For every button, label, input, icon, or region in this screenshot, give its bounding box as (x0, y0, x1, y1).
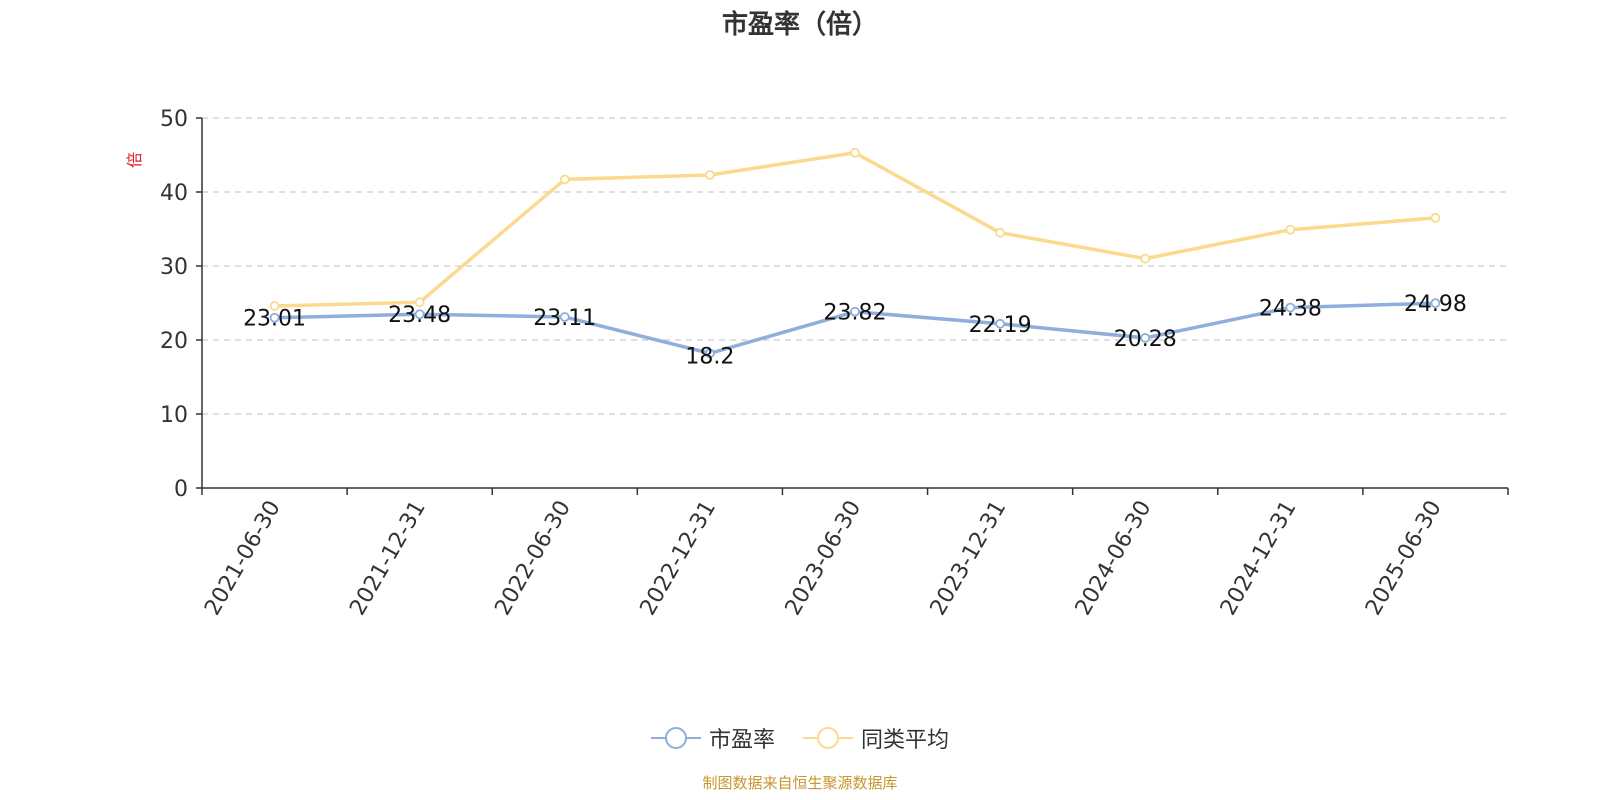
x-tick-label-2023-12-31: 2023-12-31 (926, 497, 1012, 620)
series-0-point-8 (1430, 298, 1441, 309)
series-1-point-3 (704, 170, 715, 180)
data-label-8: 24.98 (1404, 292, 1467, 317)
y-tick-label-30: 30 (160, 255, 188, 280)
series-0-point-5 (995, 318, 1006, 329)
series-1-point-6 (1140, 253, 1151, 264)
series-1-point-1 (414, 297, 425, 308)
series-0-point-2 (559, 312, 570, 322)
chart-title: 市盈率（倍） (721, 10, 878, 40)
series-0-point-0 (269, 312, 280, 323)
x-tick-label-2022-12-31: 2022-12-31 (636, 497, 722, 620)
x-tick-label-2022-06-30: 2022-06-30 (490, 497, 576, 620)
series-0-point-7 (1285, 302, 1296, 313)
data-labels: 23.01 23.48 23.11 18.2 23.82 22.19 20.28 24.38 2… (243, 292, 1467, 369)
y-axis-title: 倍 (125, 152, 144, 168)
axes: 0 10 20 30 40 50 倍 2021-06-30 2021-12-31 2022-06-… (125, 107, 1509, 620)
data-source-note: 制图数据来自恒生聚源数据库 (702, 774, 898, 792)
x-tick-label-2024-06-30: 2024-06-30 (1071, 497, 1157, 620)
series-0-point-3 (704, 348, 715, 359)
series-1-point-4 (850, 147, 860, 158)
data-label-1: 23.48 (388, 303, 451, 328)
series-lines (269, 147, 1441, 359)
legend-label-peer-average: 同类平均 (861, 728, 950, 753)
data-label-5: 22.19 (969, 313, 1032, 338)
series-1-point-5 (995, 227, 1006, 238)
y-tick-label-40: 40 (160, 181, 188, 206)
series-0-point-6 (1140, 333, 1151, 343)
y-tick-label-20: 20 (160, 329, 188, 354)
x-tick-label-2021-12-31: 2021-12-31 (345, 496, 431, 619)
legend: 市盈率 同类平均 (0, 722, 1600, 754)
data-label-7: 24.38 (1259, 297, 1322, 322)
series-1-point-8 (1430, 212, 1441, 223)
gridlines (202, 117, 1508, 415)
data-label-3: 18.2 (685, 344, 734, 369)
series-line-1 (274, 151, 1436, 308)
y-tick-label-0: 0 (174, 477, 188, 502)
legend-swatch-peer-average-icon (803, 727, 853, 749)
data-label-4: 23.82 (824, 301, 887, 326)
x-tick-label-2024-12-31: 2024-12-31 (1216, 497, 1302, 620)
legend-item-peer-average[interactable]: 同类平均 (803, 722, 949, 754)
data-label-6: 20.28 (1114, 327, 1177, 352)
legend-label-pe: 市盈率 (708, 728, 775, 753)
data-label-0: 23.01 (243, 307, 306, 332)
y-tick-label-50: 50 (160, 107, 188, 132)
series-0-point-1 (414, 309, 425, 320)
legend-item-pe[interactable]: 市盈率 (650, 722, 775, 754)
legend-swatch-pe-icon (650, 727, 701, 749)
y-tick-label-10: 10 (160, 403, 188, 428)
series-1-point-7 (1285, 224, 1296, 235)
x-tick-label-2023-06-30: 2023-06-30 (781, 497, 867, 620)
x-tick-label-2025-06-30: 2025-06-30 (1361, 497, 1447, 620)
series-1-point-0 (269, 301, 280, 311)
x-tick-label-2021-06-30: 2021-06-30 (200, 497, 286, 620)
series-1-point-2 (559, 174, 570, 185)
series-0-point-4 (850, 306, 860, 317)
data-label-2: 23.11 (533, 306, 596, 331)
